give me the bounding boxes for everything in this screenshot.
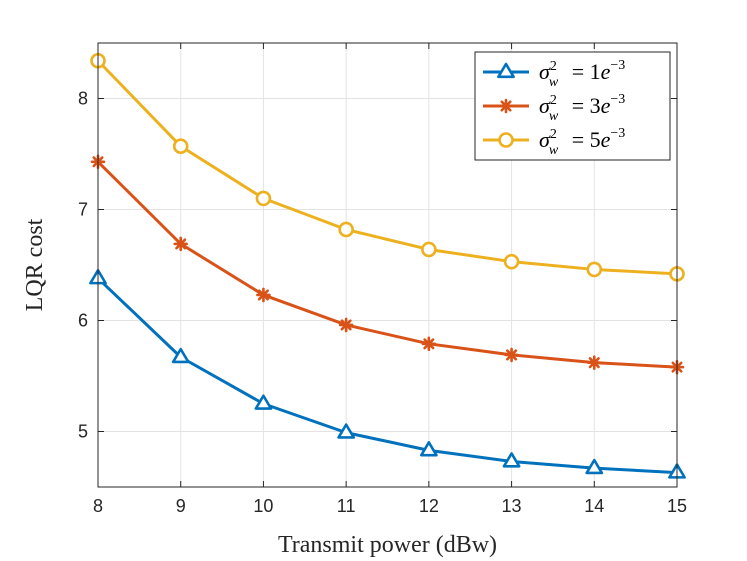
x-axis-title: Transmit power (dBw) (278, 532, 497, 558)
series-line (96, 59, 678, 276)
x-tick-label: 10 (253, 496, 273, 516)
y-tick-label: 6 (78, 311, 88, 331)
legend-marker (498, 98, 514, 114)
data-point (585, 458, 604, 475)
data-point (421, 336, 437, 352)
series-1 (89, 269, 686, 479)
data-point (503, 253, 520, 270)
data-point (256, 287, 271, 303)
x-tick-label: 12 (419, 496, 439, 516)
x-tick-label: 14 (584, 496, 604, 516)
data-point (586, 261, 603, 278)
series-layer (89, 52, 686, 479)
legend-label: σ2 w = 1e−3 (539, 58, 625, 90)
data-point (338, 221, 354, 238)
y-tick-label: 8 (78, 89, 88, 109)
series-line (96, 160, 678, 369)
data-point (337, 423, 356, 439)
x-tick-label: 13 (502, 496, 522, 516)
y-tick-label: 7 (78, 200, 88, 220)
legend-label: σ2 w = 3e−3 (539, 92, 625, 124)
data-point (419, 441, 438, 457)
legend-item: σ2 w = 5e−3 (483, 126, 625, 158)
legend: σ2 w = 1e−3σ2 w = 3e−3σ2 w = 5e−3 (474, 51, 671, 161)
data-point (504, 347, 519, 363)
legend-item: σ2 w = 3e−3 (483, 92, 625, 124)
data-point (586, 355, 602, 370)
data-point (338, 317, 354, 333)
legend-marker (497, 62, 515, 79)
data-point (172, 138, 189, 155)
x-tick-label: 9 (176, 496, 186, 516)
data-point (171, 347, 190, 364)
y-axis-title: LQR cost (22, 218, 48, 311)
legend-label: σ2 w = 5e−3 (539, 126, 625, 158)
x-tick-label: 15 (667, 496, 687, 516)
data-point (502, 452, 521, 468)
series-line (96, 277, 678, 475)
x-tick-label: 11 (337, 496, 356, 516)
data-point (173, 236, 189, 252)
data-point (421, 241, 437, 258)
legend-marker (498, 132, 514, 148)
y-tick-label: 5 (78, 422, 88, 442)
data-point (254, 394, 273, 410)
x-tick-label: 8 (93, 496, 103, 516)
plot-frame (97, 42, 678, 488)
legend-item: σ2 w = 1e−3 (483, 58, 625, 90)
data-point (255, 190, 272, 207)
axis-ticks: 8 9 10 11 12 13 14 15 5 6 7 8 (78, 43, 687, 516)
